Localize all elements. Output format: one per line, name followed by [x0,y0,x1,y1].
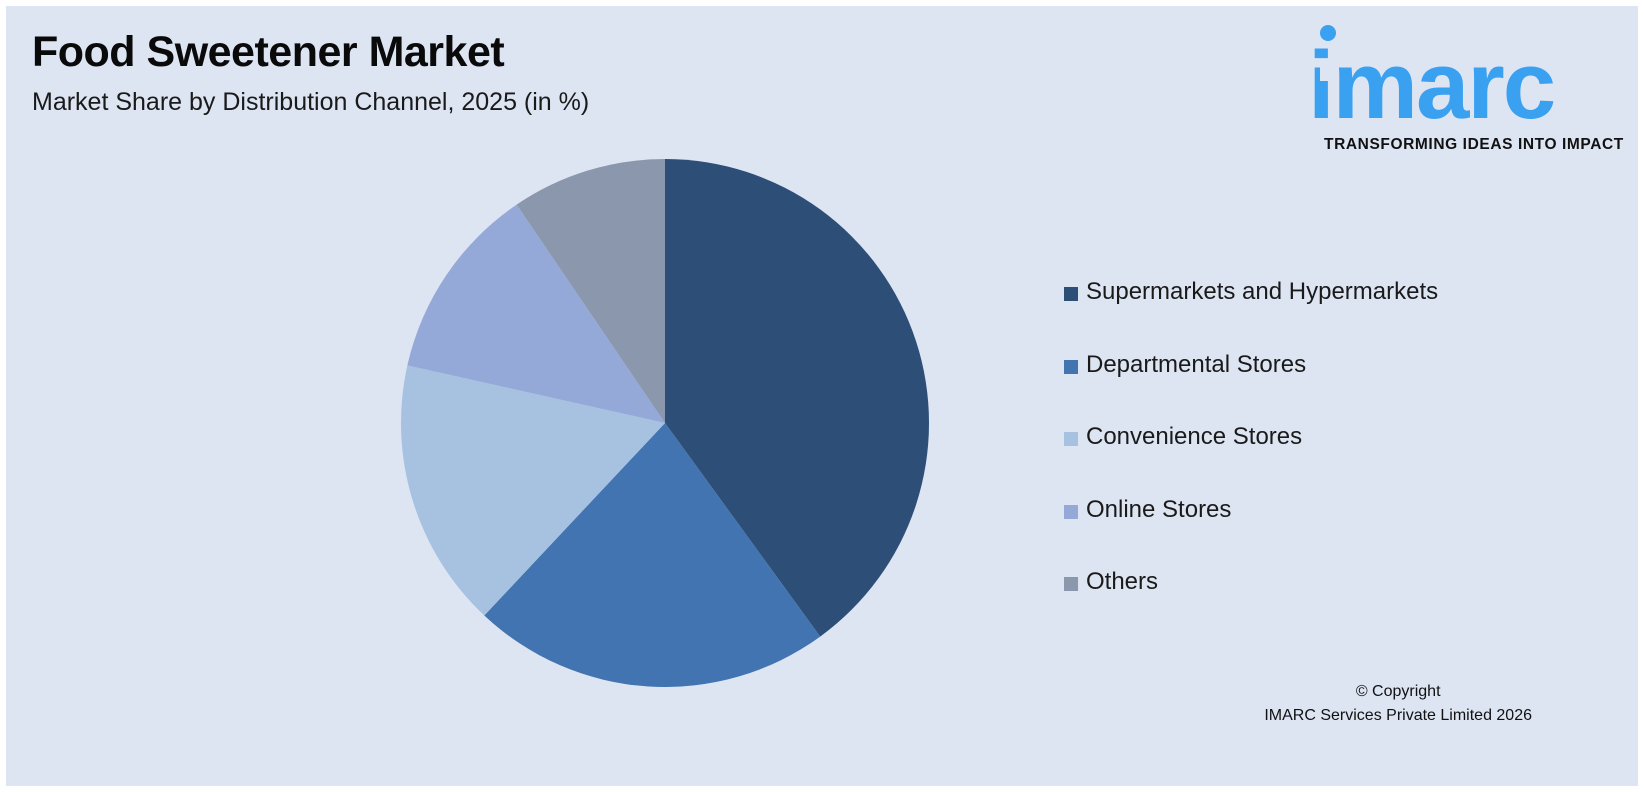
legend-label: Others [1086,568,1159,595]
chart-subtitle: Market Share by Distribution Channel, 20… [32,88,590,116]
logo-dot [1320,25,1336,41]
legend-swatch [1064,359,1078,374]
legend-label: Convenience Stores [1086,423,1303,450]
legend-item: Supermarkets and Hypermarkets [1064,278,1438,351]
pie-chart [401,159,930,688]
chart-legend: Supermarkets and Hypermarkets Departmenta… [1064,278,1438,641]
legend-item: Departmental Stores [1064,351,1438,424]
chart-frame: Food Sweetener Market Market Share by Di… [6,6,1638,786]
chart-title: Food Sweetener Market [32,28,505,76]
legend-item: Convenience Stores [1064,423,1438,496]
copyright-line-2: IMARC Services Private Limited 2026 [1264,707,1532,724]
logo-dot-mask [1320,64,1337,81]
pie-slice-supermarkets-and-hypermarkets [665,159,930,637]
legend-label: Supermarkets and Hypermarkets [1086,278,1439,305]
pie-slice-others [516,159,665,423]
legend-swatch [1064,432,1078,446]
legend-item: Online Stores [1064,496,1438,569]
imarc-logo: imarc TRANSFORMING IDEAS INTO IMPACT [1312,20,1624,160]
imarc-logo-mark: imarc [1312,25,1556,130]
pie-slice-departmental-stores [484,423,821,688]
legend-item: Others [1064,568,1438,641]
imarc-tagline: TRANSFORMING IDEAS INTO IMPACT [1324,136,1624,153]
pie-slice-online-stores [407,204,665,423]
legend-label: Departmental Stores [1086,350,1307,378]
pie-slice-convenience-stores [401,365,665,616]
legend-swatch [1064,504,1078,519]
legend-swatch [1064,287,1078,301]
copyright-line-1: © Copyright [1355,683,1441,700]
imarc-wordmark: imarc [1312,32,1554,130]
legend-swatch [1064,577,1078,591]
copyright-block: © Copyright IMARC Services Private Limit… [1264,680,1532,728]
legend-label: Online Stores [1086,495,1232,523]
